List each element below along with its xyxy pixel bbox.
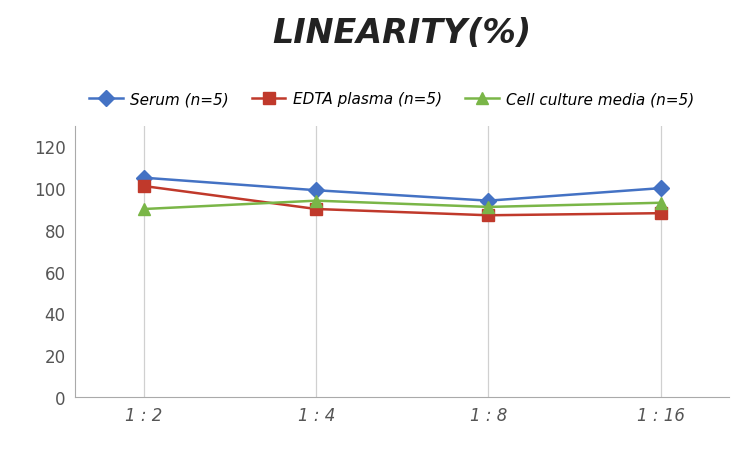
Serum (n=5) (312, 188, 321, 193)
Legend: Serum (n=5), EDTA plasma (n=5), Cell culture media (n=5): Serum (n=5), EDTA plasma (n=5), Cell cul… (83, 86, 701, 113)
Cell culture media (n=5) (484, 205, 493, 210)
Cell culture media (n=5) (312, 198, 321, 204)
Line: Cell culture media (n=5): Cell culture media (n=5) (138, 195, 667, 216)
EDTA plasma (n=5) (656, 211, 665, 216)
Serum (n=5) (140, 175, 149, 181)
Serum (n=5) (484, 198, 493, 204)
Line: Serum (n=5): Serum (n=5) (138, 173, 666, 207)
Serum (n=5) (656, 186, 665, 191)
EDTA plasma (n=5) (140, 184, 149, 189)
Title: LINEARITY(%): LINEARITY(%) (273, 17, 532, 50)
Line: EDTA plasma (n=5): EDTA plasma (n=5) (138, 181, 666, 221)
EDTA plasma (n=5) (312, 207, 321, 212)
EDTA plasma (n=5) (484, 213, 493, 218)
Cell culture media (n=5) (656, 201, 665, 206)
Cell culture media (n=5) (140, 207, 149, 212)
